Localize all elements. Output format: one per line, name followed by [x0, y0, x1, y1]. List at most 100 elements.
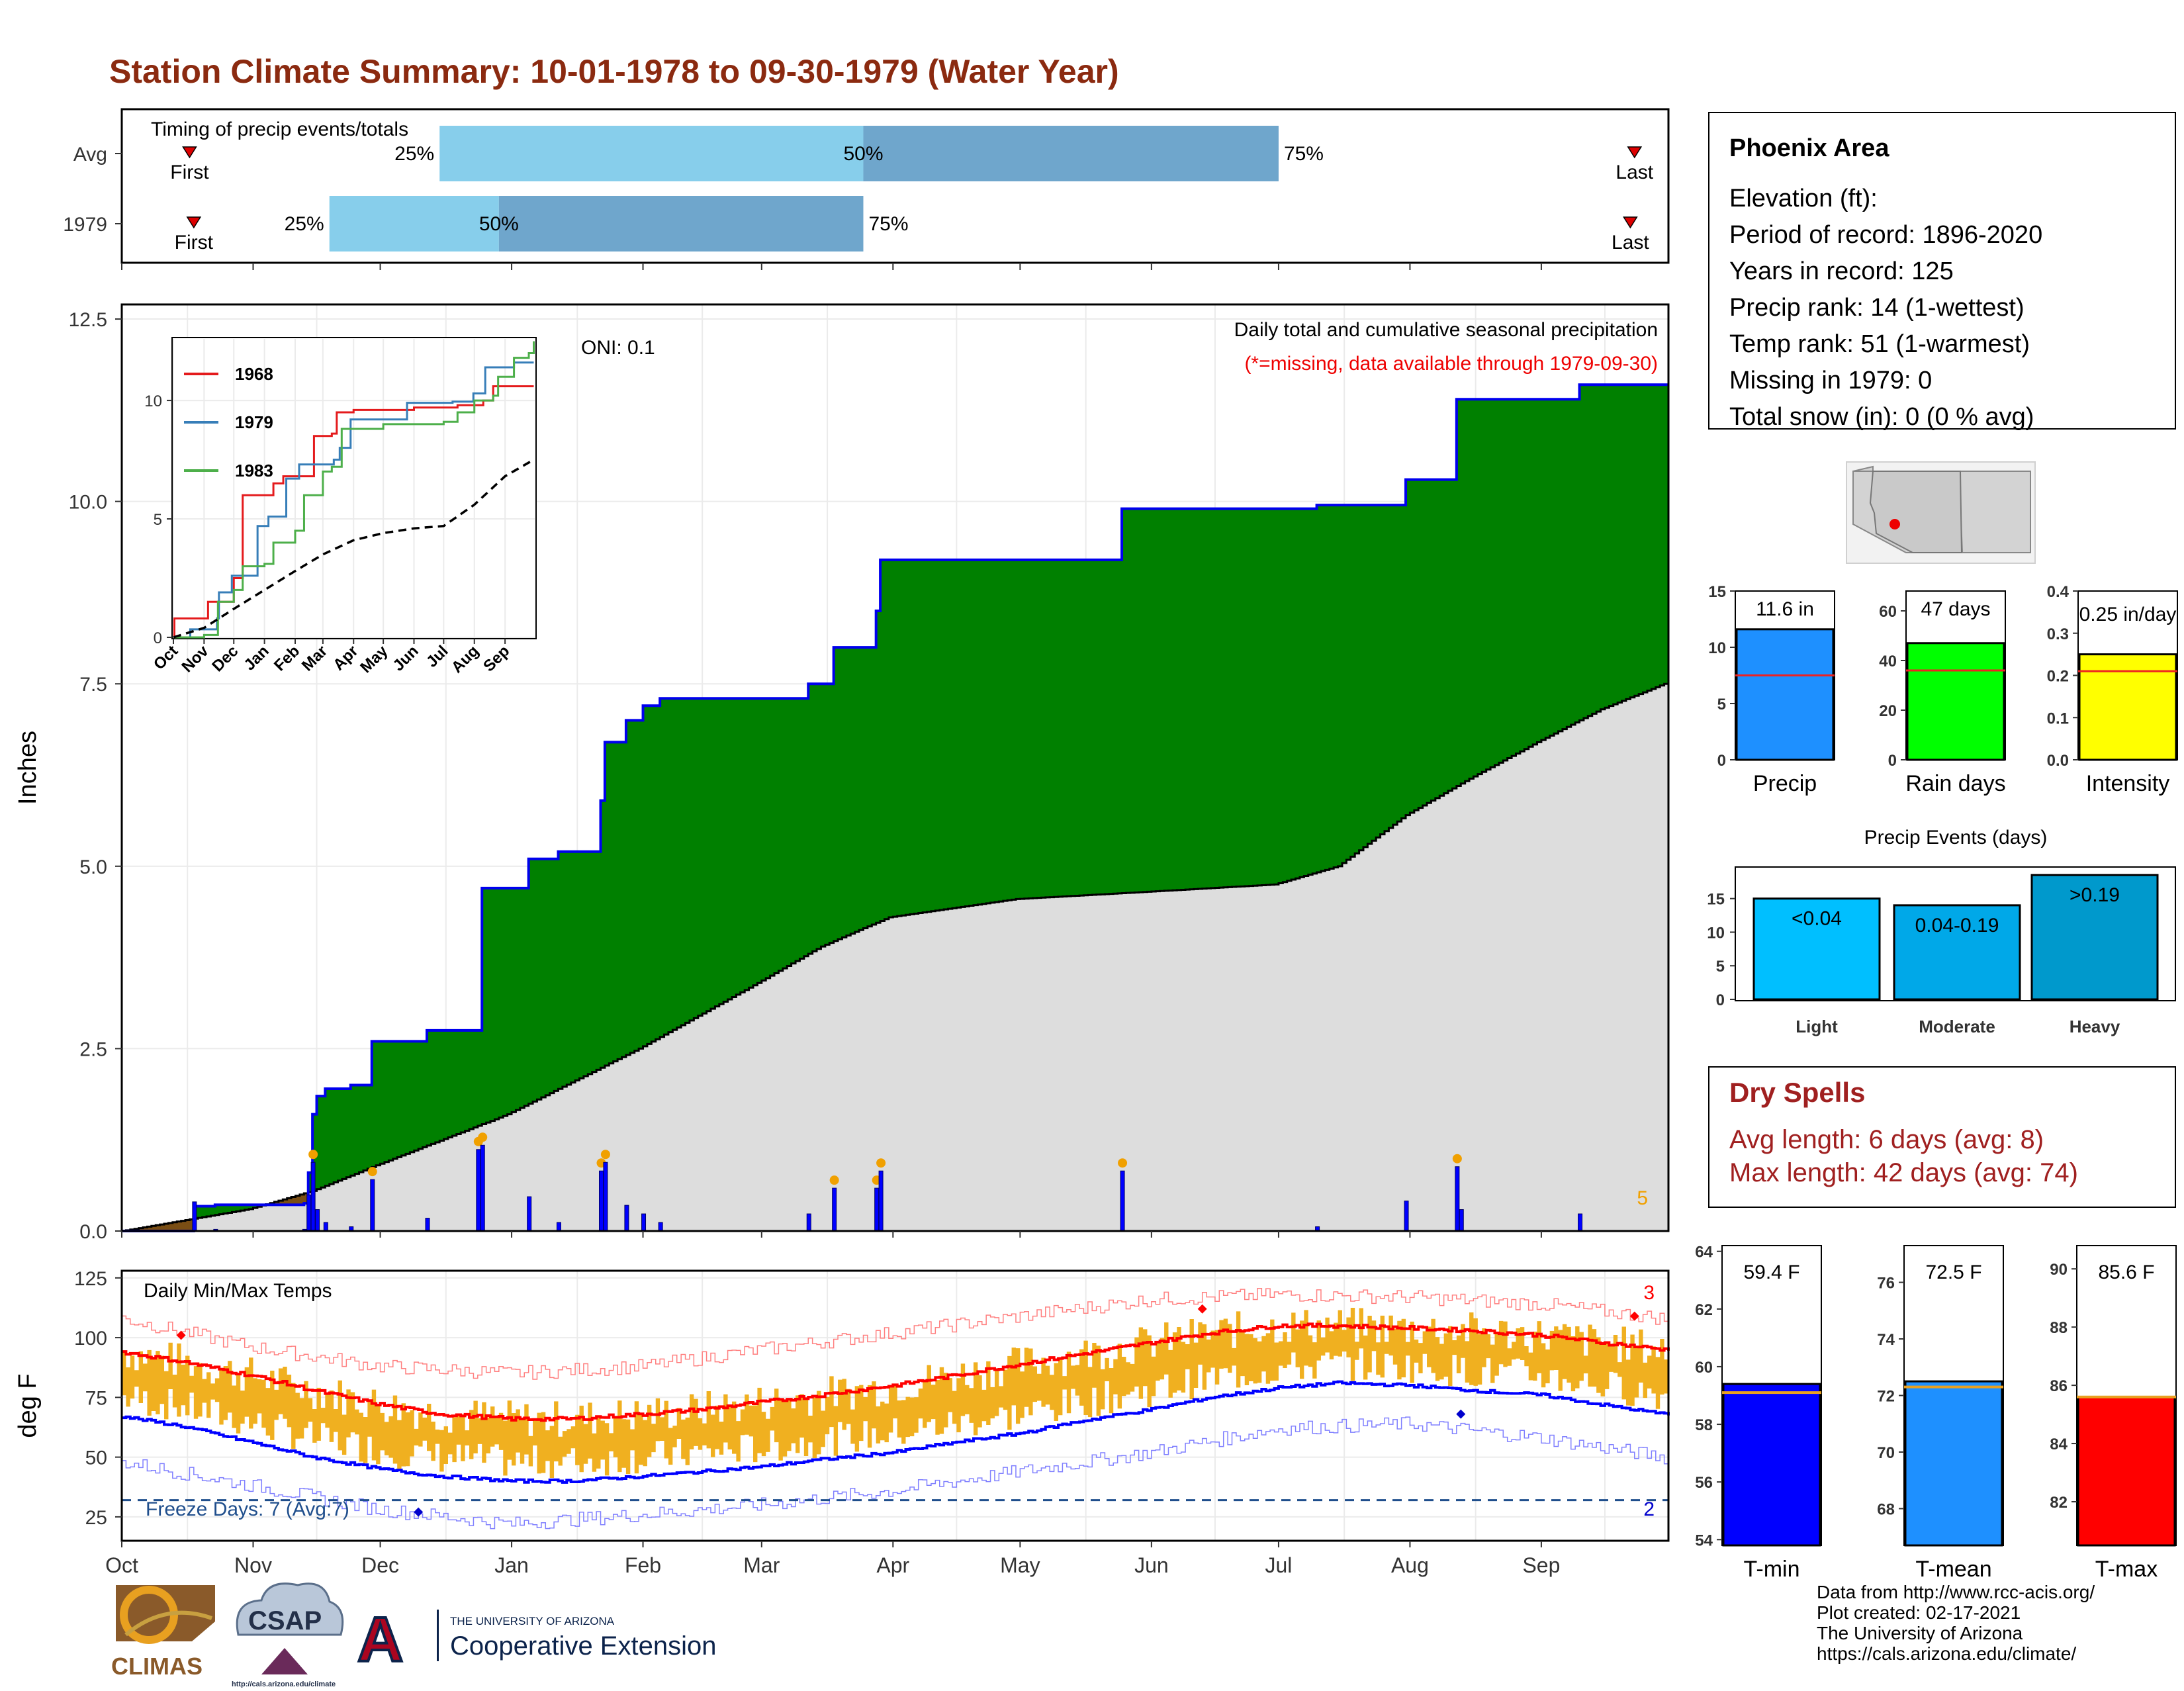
- summary-bar-tick-label: 0.0: [2047, 752, 2069, 770]
- daily-precip-bar: [315, 1209, 320, 1232]
- precip-plot-area: [122, 383, 1669, 1232]
- station-info-line: Period of record: 1896-2020: [1729, 221, 2042, 249]
- temp-bar-tick-label: 58: [1695, 1416, 1713, 1434]
- dry-spells-line: Avg length: 6 days (avg: 8): [1729, 1125, 2044, 1154]
- heavy-event-marker: [367, 1167, 377, 1177]
- summary-bar-intensity: [2078, 653, 2177, 761]
- temp-plot-area: [122, 1288, 1670, 1530]
- summary-bar-tick-label: 0: [1888, 752, 1897, 770]
- max-daily-label: 5: [1637, 1187, 1648, 1209]
- inset-legend-label: 1968: [235, 364, 273, 384]
- month-label: Mar: [743, 1553, 780, 1577]
- temperature-bar-charts: 54 56 58 60 62 64 59.4 F T-min 68 70 72 74 76 72.5 F T…: [1695, 1244, 2177, 1582]
- temp-y-tick-label: 75: [85, 1387, 107, 1409]
- temp-bar-tick-label: 60: [1695, 1359, 1713, 1377]
- ua-line1: THE UNIVERSITY OF ARIZONA: [450, 1615, 615, 1627]
- credits: Data from http://www.rcc-acis.org/ Plot …: [1817, 1582, 2095, 1664]
- daily-precip-bar: [425, 1218, 430, 1232]
- daily-precip-bar: [603, 1162, 608, 1232]
- inset-average-line: [173, 459, 535, 639]
- heavy-event-marker: [1452, 1154, 1462, 1164]
- station-info-box: Phoenix Area Elevation (ft): Period of re…: [1708, 112, 2176, 431]
- inset-series-line-1983: [173, 341, 535, 639]
- temp-bar-tick-label: 56: [1695, 1474, 1713, 1492]
- daily-precip-bar: [370, 1179, 375, 1232]
- summary-bar-tick-label: 0.1: [2047, 709, 2069, 727]
- heavy-event-marker: [1118, 1158, 1128, 1168]
- temp-panel-title: Daily Min/Max Temps: [144, 1280, 332, 1302]
- daily-precip-bar: [476, 1149, 481, 1232]
- timing-p25-label: 25%: [285, 213, 324, 235]
- temp-bar-tick-label: 84: [2050, 1436, 2068, 1453]
- dry-spells-frame: [1708, 1066, 2176, 1208]
- month-label: Jan: [494, 1553, 529, 1577]
- average-max-line: [122, 1322, 1670, 1422]
- summary-bar-label: Rain days: [1905, 771, 2005, 796]
- events-tick-label: 0: [1716, 991, 1725, 1009]
- record-low-marker: [414, 1507, 424, 1517]
- summary-bar-value-label: 11.6 in: [1756, 598, 1814, 620]
- month-label: Feb: [625, 1553, 661, 1577]
- inset-legend-label: 1983: [235, 461, 273, 480]
- csap-mountain: [261, 1648, 308, 1674]
- summary-bar-tick-label: 0.2: [2047, 668, 2069, 686]
- events-category-label: Light: [1796, 1017, 1838, 1036]
- temp-bar-tick-label: 88: [2050, 1319, 2068, 1337]
- precip-legend-line2: (*=missing, data available through 1979-…: [1244, 353, 1658, 375]
- oni-label: ONI: 0.1: [581, 337, 655, 359]
- timing-row-label: 1979: [63, 214, 107, 236]
- daily-precip-bar: [832, 1187, 837, 1232]
- average-min-line: [122, 1380, 1670, 1484]
- daily-precip-bar: [480, 1144, 485, 1232]
- summary-bar-tick-label: 5: [1717, 696, 1726, 713]
- month-label: Aug: [1391, 1553, 1429, 1577]
- events-bar-heavy: [2030, 874, 2159, 1001]
- climas-logo: CLIMAS: [111, 1585, 215, 1680]
- precip-events-chart: Precip Events (days) 0 5 10 15 <0.04 Light 0.0…: [1707, 827, 2176, 1036]
- heavy-event-marker: [829, 1175, 839, 1185]
- heavy-event-marker: [478, 1132, 488, 1142]
- station-info-line: Elevation (ft):: [1729, 185, 1878, 212]
- temp-bar-tick-label: 54: [1695, 1531, 1713, 1549]
- timing-panel: Timing of precip events/totals Avg 25% 50%…: [63, 108, 1670, 270]
- arizona-locator-map: [1846, 461, 2036, 564]
- map-border-az: [1869, 471, 1963, 553]
- station-location-dot: [1889, 519, 1900, 529]
- station-info-lines: Elevation (ft): Period of record: 1896-20…: [1729, 185, 2042, 431]
- temp-y-tick-label: 100: [74, 1328, 107, 1349]
- month-label: Sep: [1522, 1553, 1560, 1577]
- summary-bar-tick-label: 15: [1708, 583, 1726, 601]
- summary-bar-label: Intensity: [2086, 771, 2170, 796]
- record-high-line: [122, 1288, 1669, 1380]
- daily-precip-bar: [1120, 1170, 1125, 1232]
- temp-bar-t-min: [1722, 1383, 1821, 1547]
- events-category-label: Heavy: [2070, 1017, 2120, 1036]
- daily-precip-bar: [306, 1195, 312, 1232]
- ua-block-a: A: [357, 1604, 403, 1675]
- summary-bar-rain-days: [1906, 642, 2005, 761]
- precip-y-axis: 0.0 2.5 5.0 7.5 10.0 12.5: [69, 309, 122, 1243]
- events-tick-label: 15: [1707, 891, 1725, 909]
- events-bar-label: >0.19: [2070, 884, 2120, 906]
- month-label: Dec: [361, 1553, 399, 1577]
- daily-precip-bar: [806, 1213, 811, 1232]
- record-high-marker: [1197, 1304, 1207, 1314]
- month-label: Jul: [1265, 1553, 1292, 1577]
- station-info-line: Years in record: 125: [1729, 257, 1954, 285]
- summary-bar-tick-label: 0: [1717, 752, 1726, 770]
- summary-bar-tick-label: 60: [1879, 603, 1897, 621]
- timing-rows: Avg 25% 50% 75% First Last 1979 25% 50% 75% First L…: [63, 126, 1654, 270]
- temp-panel-frame: [120, 1269, 1670, 1542]
- precip-y-tick-label: 10.0: [69, 492, 107, 514]
- record-low-count: 2: [1643, 1498, 1655, 1520]
- freeze-days-label: Freeze Days: 7 (Avg:7): [146, 1498, 349, 1520]
- precip-events-plot: 0 5 10 15 <0.04 Light 0.04-0.19 Moderate >0.19 He…: [1707, 874, 2159, 1036]
- timing-p25-label: 25%: [394, 143, 434, 165]
- summary-bar-tick-label: 0.3: [2047, 625, 2069, 643]
- summary-bar-tick-label: 20: [1879, 702, 1897, 720]
- average-cumulative-line: [122, 682, 1668, 1232]
- daily-precip-bar: [1459, 1209, 1464, 1232]
- dry-spells-box: Dry Spells Avg length: 6 days (avg: 8) Ma…: [1708, 1066, 2176, 1208]
- timing-p50-label: 50%: [843, 143, 883, 165]
